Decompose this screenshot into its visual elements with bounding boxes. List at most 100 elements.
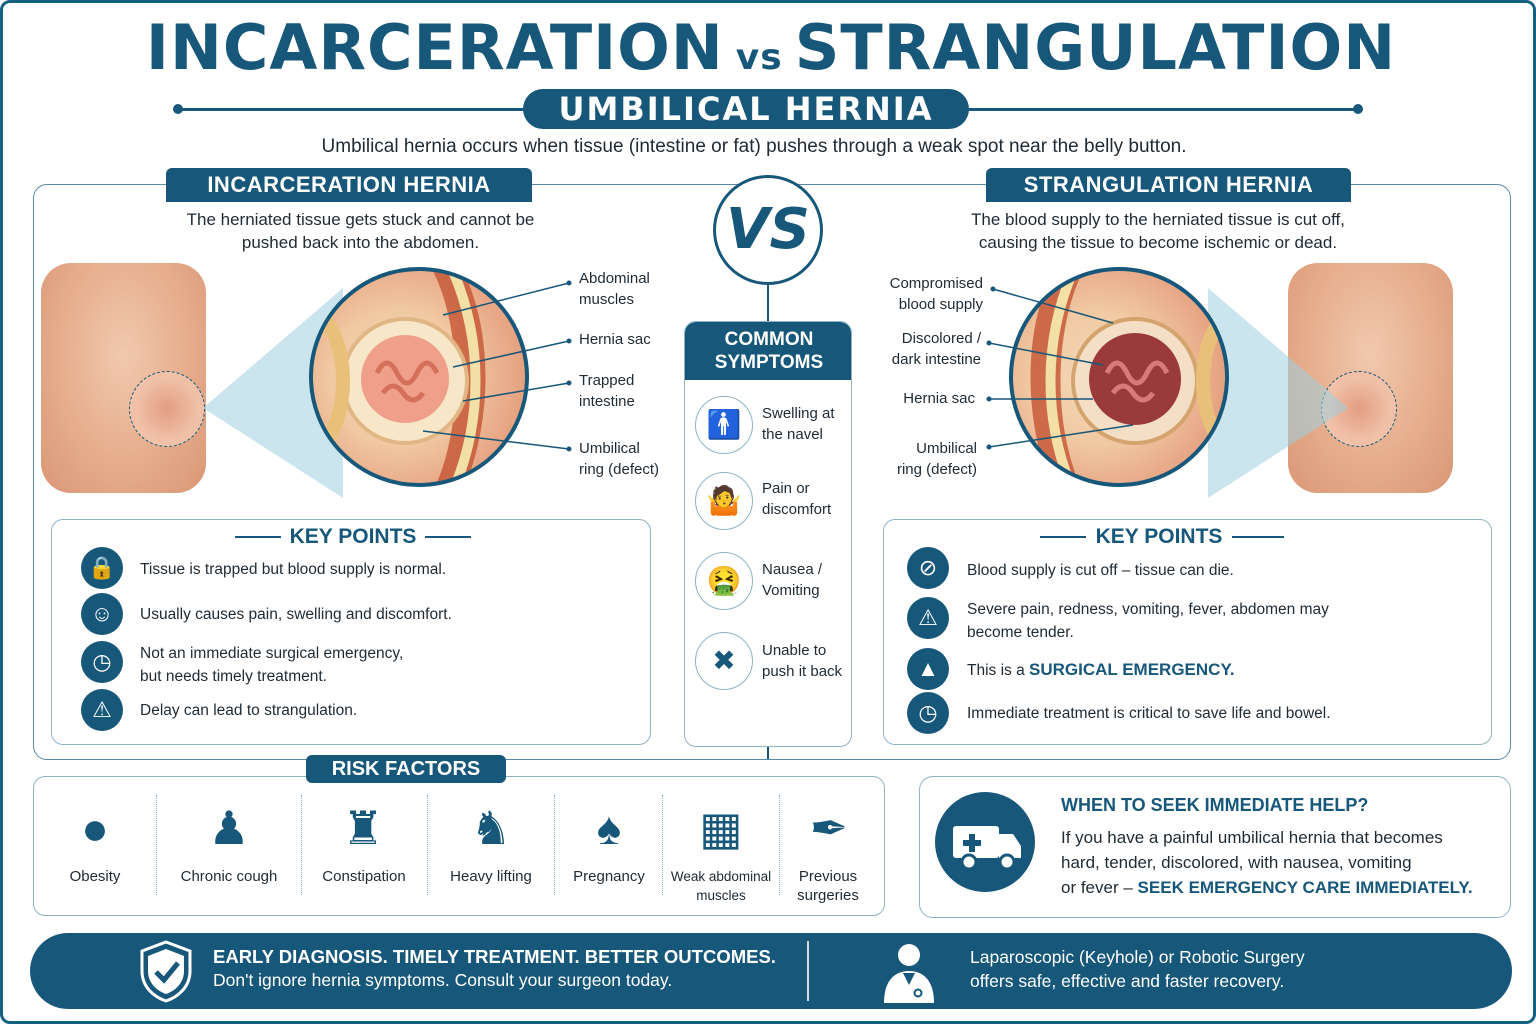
- navel-highlight-left: [129, 371, 205, 447]
- risk-divider: [554, 795, 555, 895]
- risk-heavy-lifting: Heavy lifting: [450, 868, 532, 885]
- shield-check-icon: [140, 940, 192, 1003]
- risk-weak-abdominal-muscles: Weak abdominal muscles: [670, 869, 772, 903]
- label-dark-intestine: Discolored / dark intestine: [891, 330, 981, 368]
- common-symptoms-panel: COMMON SYMPTOMS 🚹 Swelling at the navel 🤷 …: [684, 321, 852, 747]
- risk-divider: [156, 795, 157, 895]
- subtitle-rule-right: [965, 108, 1358, 111]
- risk-divider: [301, 795, 302, 895]
- cough-icon: ♟: [208, 802, 250, 854]
- symptom-pain: Pain or discomfort: [762, 480, 832, 518]
- warning-icon: ⚠: [907, 597, 949, 639]
- seek-help-text: If you have a painful umbilical hernia t…: [1061, 828, 1473, 897]
- strangulation-point-4: Immediate treatment is critical to save …: [967, 705, 1331, 722]
- risk-pregnancy: Pregnancy: [573, 868, 645, 885]
- incarceration-point-3: Not an immediate surgical emergency, but …: [140, 645, 404, 685]
- abdominal-muscles-icon: ▦: [699, 802, 743, 854]
- label-hernia-sac-right: Hernia sac: [903, 390, 975, 407]
- strangulated-hernia-closeup: [1009, 267, 1229, 487]
- vs-connector-bottom: [767, 745, 769, 759]
- risk-constipation: Constipation: [322, 868, 406, 885]
- risk-divider: [427, 795, 428, 895]
- vs-badge: VS: [713, 175, 823, 285]
- toilet-icon: ♜: [342, 802, 384, 854]
- standing-person-icon: 🚹: [695, 396, 753, 454]
- person-bending-pain-icon: 🤷: [695, 472, 753, 530]
- risk-factors-heading: RISK FACTORS: [306, 755, 506, 783]
- scalpel-icon: ✒: [809, 802, 849, 854]
- symptom-nausea: Nausea / Vomiting: [762, 561, 823, 599]
- subtitle-pill: UMBILICAL HERNIA: [523, 89, 969, 129]
- vs-connector-top: [767, 285, 769, 323]
- strangulation-desc-line1: The blood supply to the herniated tissue…: [971, 210, 1345, 229]
- clock-icon: ◷: [81, 641, 123, 683]
- incarceration-heading: INCARCERATION HERNIA: [166, 168, 532, 202]
- incarceration-point-4: Delay can lead to strangulation.: [140, 702, 358, 719]
- title-left: INCARCERATION: [145, 11, 724, 84]
- label-compromised-blood-supply: Compromised blood supply: [889, 275, 983, 313]
- label-trapped-intestine: Trapped intestine: [579, 372, 635, 410]
- strangulation-point-2: Severe pain, redness, vomiting, fever, a…: [967, 601, 1329, 641]
- key-rule-right-b: [1232, 536, 1284, 538]
- incarceration-leader-lines: [423, 280, 572, 452]
- intro-text: Umbilical hernia occurs when tissue (int…: [321, 136, 1187, 157]
- subtitle-dot-right: [1353, 104, 1363, 114]
- strangulation-heading: STRANGULATION HERNIA: [986, 168, 1351, 202]
- strangulation-point-1: Blood supply is cut off – tissue can die…: [967, 562, 1234, 579]
- strangulation-point-3: This is a SURGICAL EMERGENCY.: [967, 660, 1235, 679]
- banner-headline: EARLY DIAGNOSIS. TIMELY TREATMENT. BETTE…: [213, 946, 776, 967]
- cannot-push-icon: ✖: [695, 632, 753, 690]
- dark-intestine-illustration: [1030, 271, 1225, 483]
- vomiting-icon: 🤮: [695, 552, 753, 610]
- incarceration-point-2: Usually causes pain, swelling and discom…: [140, 606, 452, 623]
- banner-surgery-line1: Laparoscopic (Keyhole) or Robotic Surger…: [970, 947, 1305, 967]
- seek-help-title: WHEN TO SEEK IMMEDIATE HELP?: [1061, 795, 1369, 815]
- strangulation-description: The blood supply to the herniated tissue…: [928, 208, 1388, 254]
- incarcerated-hernia-closeup: [309, 267, 529, 487]
- risk-chronic-cough: Chronic cough: [180, 868, 278, 885]
- title-right: STRANGULATION: [794, 11, 1397, 84]
- seek-emergency-emphasis: SEEK EMERGENCY CARE IMMEDIATELY.: [1137, 878, 1473, 897]
- siren-icon: ▲: [907, 648, 949, 690]
- no-blood-icon: ⊘: [907, 547, 949, 589]
- risk-divider: [779, 795, 780, 895]
- label-abdominal-muscles: Abdominal muscles: [579, 270, 650, 308]
- symptoms-heading: COMMON SYMPTOMS: [685, 322, 851, 380]
- person-pain-icon: ☺: [81, 593, 123, 635]
- banner-surgery-line2: offers safe, effective and faster recove…: [970, 971, 1285, 991]
- bottom-banner: EARLY DIAGNOSIS. TIMELY TREATMENT. BETTE…: [30, 933, 1512, 1009]
- key-rule-left-a: [235, 536, 281, 538]
- main-title: INCARCERATION vs STRANGULATION: [3, 11, 1536, 84]
- banner-divider: [807, 941, 809, 1001]
- label-hernia-sac-left: Hernia sac: [579, 331, 651, 348]
- strangulation-key-title: KEY POINTS: [1095, 525, 1223, 548]
- surgical-emergency-emphasis: SURGICAL EMERGENCY.: [1029, 660, 1235, 679]
- incarceration-description: The herniated tissue gets stuck and cann…: [153, 208, 568, 254]
- key-rule-right-a: [1040, 536, 1086, 538]
- symptom-swelling: Swelling at the navel: [762, 405, 835, 443]
- label-umbilical-ring-left: Umbilical ring (defect): [579, 440, 660, 478]
- alarm-bell-icon: ⚠: [81, 689, 123, 731]
- label-umbilical-ring-right: Umbilical ring (defect): [896, 440, 977, 478]
- lock-icon: 🔒: [81, 547, 123, 589]
- risk-previous-surgeries: Previous surgeries: [797, 868, 859, 904]
- strangulation-leader-lines: [986, 286, 1134, 450]
- pregnancy-icon: ♠: [596, 802, 622, 854]
- ambulance-icon: [935, 792, 1035, 892]
- incarceration-desc-line1: The herniated tissue gets stuck and cann…: [186, 210, 535, 229]
- risk-factors-panel: [33, 776, 885, 916]
- incarceration-key-title: KEY POINTS: [289, 525, 417, 548]
- clock-icon: ◷: [907, 692, 949, 734]
- strangulation-desc-line2: causing the tissue to become ischemic or…: [978, 233, 1338, 252]
- subtitle-rule-left: [178, 108, 528, 111]
- incarceration-point-1: Tissue is trapped but blood supply is no…: [140, 561, 447, 578]
- zoom-cone-left: [203, 288, 343, 498]
- banner-subline: Don't ignore hernia symptoms. Consult yo…: [213, 970, 673, 990]
- doctor-icon: [884, 944, 934, 1003]
- obesity-icon: ●: [81, 802, 109, 854]
- zoom-cone-right: [1208, 288, 1348, 498]
- strangulation-key-points: [883, 519, 1492, 745]
- lifting-icon: ♞: [470, 802, 512, 854]
- title-vs: vs: [735, 37, 783, 78]
- incarceration-key-points: [51, 519, 651, 745]
